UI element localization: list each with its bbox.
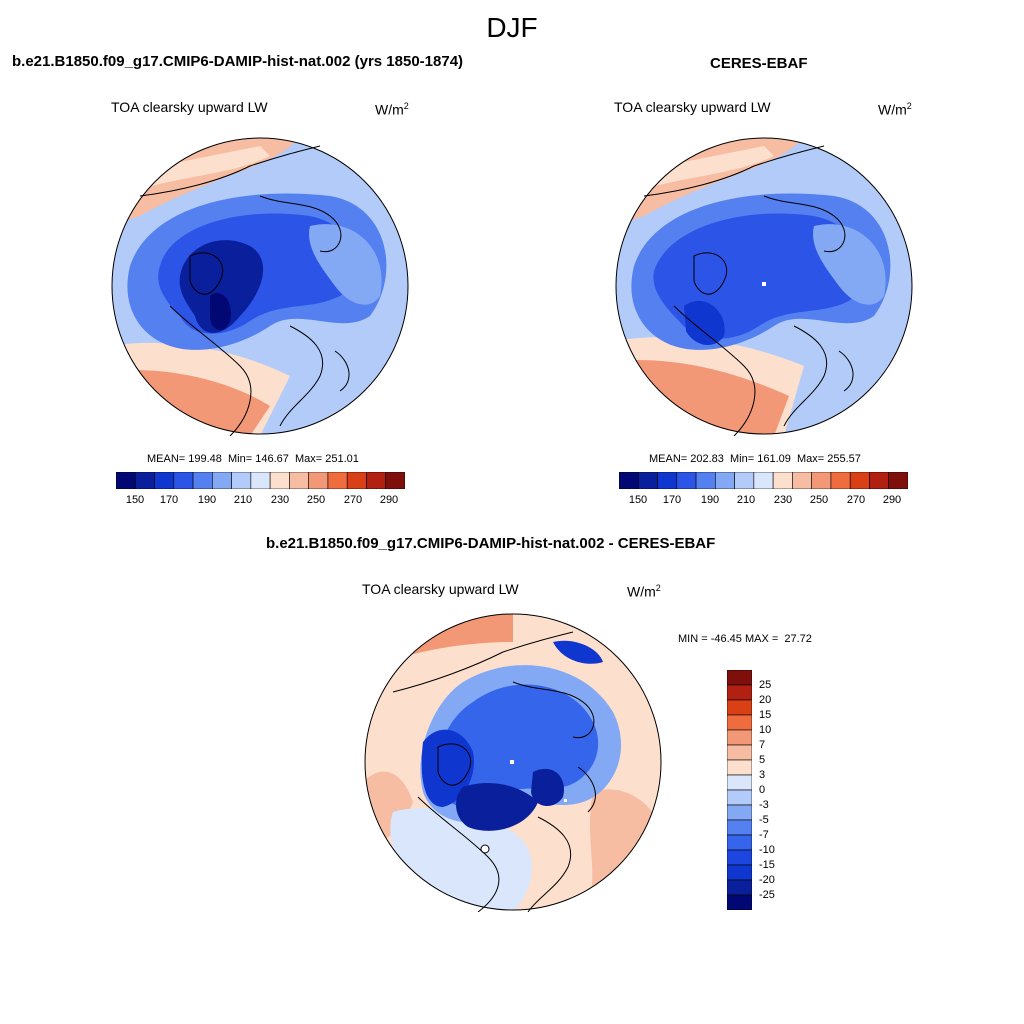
- colorbar-tick-label: 250: [809, 494, 829, 506]
- colorbar-tick-label: 0: [759, 784, 766, 796]
- colorbar-tick-label: 190: [197, 494, 217, 506]
- colorbar-swatch: [727, 744, 752, 761]
- diff-variable-label: TOA clearsky upward LW: [362, 581, 519, 597]
- panel-1-variable-label: TOA clearsky upward LW: [111, 99, 268, 115]
- colorbar-swatch: [385, 472, 405, 489]
- colorbar-tick-label: 150: [125, 494, 145, 506]
- observation-polar-map: [615, 137, 913, 436]
- colorbar-swatch: [727, 819, 752, 836]
- panel-1-units: W/m2: [375, 101, 409, 118]
- colorbar-tick-label: 210: [736, 494, 756, 506]
- model-stats: MEAN= 199.48 Min= 146.67 Max= 251.01: [147, 453, 359, 465]
- colorbar-tick-label: 170: [662, 494, 682, 506]
- colorbar-swatch: [366, 472, 387, 489]
- colorbar-swatch: [727, 759, 752, 776]
- colorbar-tick-label: 3: [759, 769, 766, 781]
- colorbar-swatch: [308, 472, 329, 489]
- colorbar-tick-label: 170: [159, 494, 179, 506]
- colorbar-swatch: [727, 684, 752, 701]
- difference-polar-map: [364, 613, 662, 912]
- panel-1-title: b.e21.B1850.f09_g17.CMIP6-DAMIP-hist-nat…: [12, 53, 464, 70]
- colorbar-swatch: [154, 472, 175, 489]
- observation-stats: MEAN= 202.83 Min= 161.09 Max= 255.57: [649, 453, 861, 465]
- panel-2-units: W/m2: [878, 101, 912, 118]
- colorbar-tick-label: 250: [306, 494, 326, 506]
- colorbar-swatch: [849, 472, 870, 489]
- colorbar-tick-label: 270: [846, 494, 866, 506]
- colorbar-tick-label: -5: [759, 814, 769, 826]
- model-colorbar-labels: 150 170 190 210 230 250 270 290: [116, 494, 405, 508]
- colorbar-swatch: [695, 472, 716, 489]
- colorbar-swatch: [792, 472, 812, 489]
- colorbar-tick-label: 5: [759, 754, 766, 766]
- colorbar-swatch: [727, 894, 752, 910]
- colorbar-swatch: [212, 472, 232, 489]
- panel-2-title: CERES-EBAF: [710, 55, 808, 72]
- colorbar-swatch: [727, 849, 752, 866]
- colorbar-swatch: [753, 472, 774, 489]
- colorbar-tick-label: 15: [759, 709, 772, 721]
- colorbar-tick-label: 20: [759, 694, 772, 706]
- colorbar-swatch: [869, 472, 890, 489]
- colorbar-tick-label: 150: [628, 494, 648, 506]
- colorbar-swatch: [727, 804, 752, 821]
- colorbar-swatch: [250, 472, 271, 489]
- colorbar-tick-label: -10: [759, 844, 775, 856]
- observation-colorbar: [619, 472, 908, 489]
- colorbar-swatch: [346, 472, 367, 489]
- colorbar-swatch: [830, 472, 851, 489]
- colorbar-tick-label: 290: [379, 494, 399, 506]
- colorbar-tick-label: -3: [759, 799, 769, 811]
- observation-colorbar-labels: 150 170 190 210 230 250 270 290: [619, 494, 908, 508]
- colorbar-swatch: [676, 472, 697, 489]
- colorbar-swatch: [657, 472, 678, 489]
- colorbar-tick-label: -25: [759, 889, 775, 901]
- colorbar-tick-label: 270: [343, 494, 363, 506]
- colorbar-swatch: [134, 472, 155, 489]
- difference-colorbar-labels: 25 20 15 10 7 5 3 0 -3 -5 -7 -10 -15 -20…: [759, 670, 799, 910]
- colorbar-tick-label: 10: [759, 724, 772, 736]
- colorbar-swatch: [327, 472, 348, 489]
- colorbar-swatch: [727, 834, 752, 851]
- colorbar-tick-label: -7: [759, 829, 769, 841]
- model-polar-map: [111, 137, 409, 436]
- colorbar-swatch: [727, 729, 752, 746]
- colorbar-swatch: [727, 714, 752, 731]
- colorbar-tick-label: 230: [773, 494, 793, 506]
- diff-panel-title: b.e21.B1850.f09_g17.CMIP6-DAMIP-hist-nat…: [266, 535, 716, 552]
- colorbar-swatch: [734, 472, 755, 489]
- diff-units: W/m2: [627, 583, 661, 600]
- difference-stats: MIN = -46.45 MAX = 27.72: [678, 633, 812, 645]
- colorbar-swatch: [727, 879, 752, 896]
- panel-2-variable-label: TOA clearsky upward LW: [614, 99, 771, 115]
- colorbar-tick-label: 290: [882, 494, 902, 506]
- colorbar-swatch: [173, 472, 194, 489]
- colorbar-swatch: [637, 472, 658, 489]
- colorbar-swatch: [116, 472, 136, 489]
- colorbar-swatch: [289, 472, 309, 489]
- model-colorbar: [116, 472, 405, 489]
- colorbar-swatch: [727, 699, 752, 716]
- colorbar-tick-label: 190: [700, 494, 720, 506]
- colorbar-swatch: [811, 472, 832, 489]
- colorbar-tick-label: 210: [233, 494, 253, 506]
- colorbar-swatch: [715, 472, 735, 489]
- colorbar-swatch: [727, 864, 752, 881]
- colorbar-swatch: [269, 472, 290, 489]
- colorbar-tick-label: 25: [759, 679, 772, 691]
- colorbar-tick-label: -20: [759, 874, 775, 886]
- colorbar-tick-label: 230: [270, 494, 290, 506]
- figure-title: DJF: [486, 12, 538, 43]
- colorbar-swatch: [888, 472, 908, 489]
- colorbar-swatch: [727, 789, 752, 806]
- colorbar-swatch: [192, 472, 213, 489]
- colorbar-swatch: [727, 670, 752, 686]
- colorbar-swatch: [619, 472, 639, 489]
- colorbar-swatch: [727, 774, 752, 791]
- colorbar-swatch: [231, 472, 252, 489]
- colorbar-tick-label: -15: [759, 859, 775, 871]
- colorbar-tick-label: 7: [759, 739, 766, 751]
- difference-colorbar: [727, 670, 752, 910]
- colorbar-swatch: [772, 472, 793, 489]
